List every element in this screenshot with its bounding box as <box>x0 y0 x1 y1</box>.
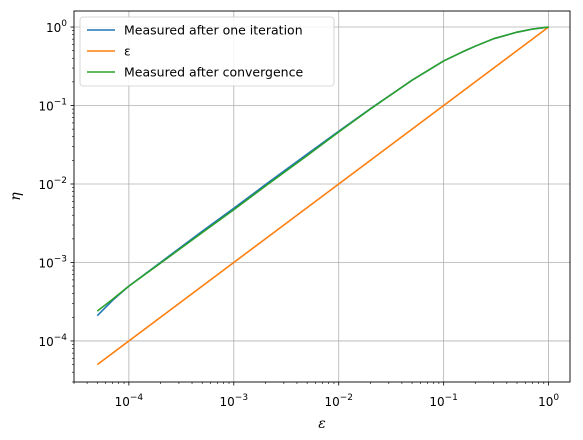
legend-entry-label: Measured after one iteration <box>124 23 303 38</box>
x-tick-label: 10−3 <box>220 393 249 409</box>
x-tick-label: 100 <box>538 393 559 409</box>
y-tick-label: 10−2 <box>38 176 67 192</box>
y-tick-label: 10−3 <box>38 254 67 270</box>
x-axis-label: ε <box>318 416 326 432</box>
y-tick-label: 100 <box>46 19 67 35</box>
legend-entry-label: ε <box>124 44 131 59</box>
legend-box <box>79 16 335 87</box>
y-axis-label: η <box>8 192 24 201</box>
series-line-2 <box>96 26 550 366</box>
legend-entry-label: Measured after convergence <box>124 65 303 80</box>
plot-frame <box>73 10 571 383</box>
axes-layer <box>73 10 571 383</box>
series-layer <box>96 26 550 366</box>
x-tick-label: 10−2 <box>324 393 353 409</box>
ticks-layer: 10−4 10−3 10−2 10−1 100 10−4 10−3 10−2 10−1 100 <box>38 19 559 409</box>
x-tick-label: 10−1 <box>429 393 458 409</box>
y-tick-label: 10−4 <box>38 333 67 349</box>
x-tick-label: 10−4 <box>115 393 144 409</box>
y-tick-label: 10−1 <box>38 98 67 114</box>
series-line-3 <box>96 26 549 312</box>
legend: Measured after one iteration ε Measured af… <box>79 16 335 87</box>
